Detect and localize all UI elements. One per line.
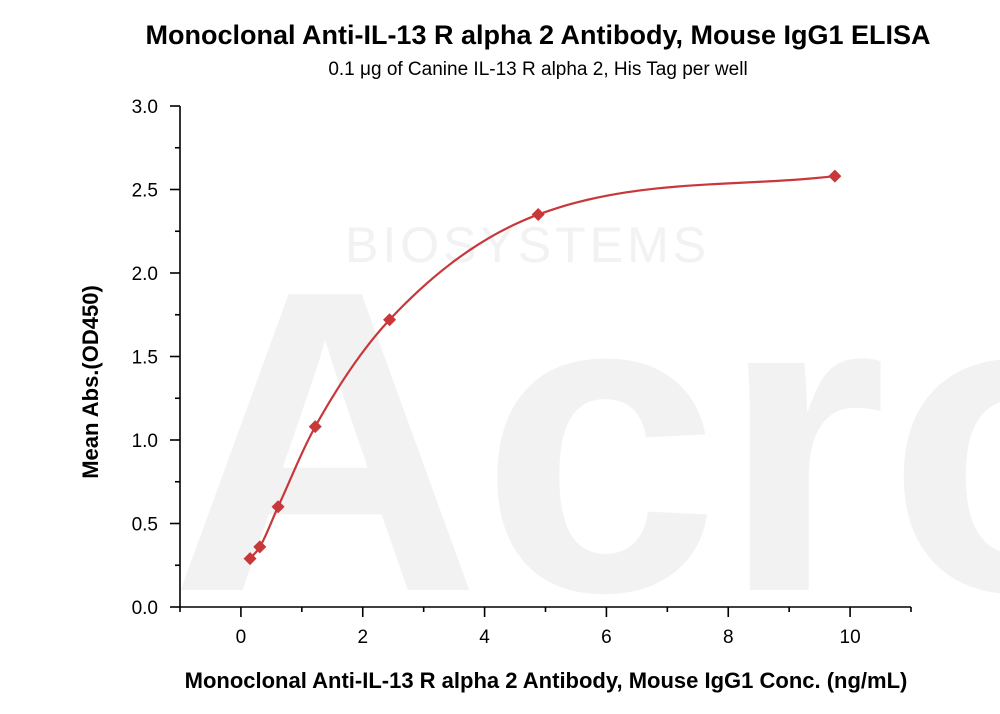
- y-ticks: 0.0 0.5 1.0 1.5 2.0 2.5 3.0: [132, 97, 180, 619]
- data-point: [271, 500, 285, 514]
- y-axis-title: Mean Abs.(OD450): [78, 285, 103, 479]
- y-tick-label: 2.0: [132, 264, 158, 285]
- y-tick-label: 3.0: [132, 97, 158, 118]
- y-tick-label: 0.0: [132, 598, 158, 619]
- data-points: [243, 169, 842, 566]
- y-tick-label: 1.5: [132, 348, 158, 369]
- watermark: Acro BIOSYSTEMS: [170, 202, 1000, 682]
- x-tick-label: 4: [479, 627, 490, 648]
- x-tick-label: 8: [723, 627, 734, 648]
- y-tick-label: 2.5: [132, 181, 158, 202]
- chart-subtitle: 0.1 μg of Canine IL-13 R alpha 2, His Ta…: [328, 59, 747, 80]
- chart-title: Monoclonal Anti-IL-13 R alpha 2 Antibody…: [145, 20, 930, 50]
- y-tick-label: 0.5: [132, 515, 158, 536]
- y-tick-label: 1.0: [132, 431, 158, 452]
- watermark-text: BIOSYSTEMS: [345, 217, 710, 273]
- data-point: [308, 420, 322, 434]
- x-tick-label: 0: [236, 627, 247, 648]
- data-point: [383, 313, 397, 327]
- data-point: [253, 540, 267, 554]
- x-tick-label: 2: [357, 627, 368, 648]
- data-point: [828, 169, 842, 183]
- x-tick-label: 10: [840, 627, 861, 648]
- data-point: [243, 552, 257, 566]
- x-axis-title: Monoclonal Anti-IL-13 R alpha 2 Antibody…: [185, 668, 908, 693]
- watermark-logo: Acro: [170, 202, 1000, 682]
- x-ticks: 0 2 4 6 8 10: [179, 607, 912, 648]
- x-tick-label: 6: [601, 627, 612, 648]
- data-point: [531, 208, 545, 222]
